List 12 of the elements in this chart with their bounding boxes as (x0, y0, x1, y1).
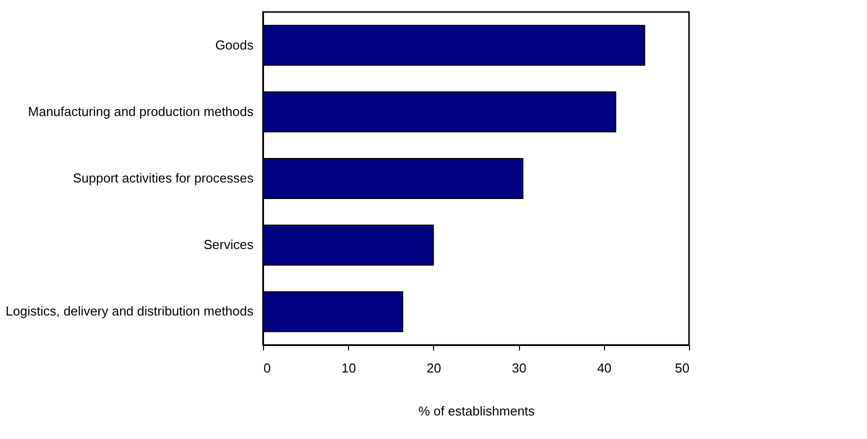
x-tick-label: 40 (597, 360, 612, 376)
x-tick-label: 10 (341, 360, 356, 376)
y-tick-label: Services (204, 237, 254, 252)
y-tick-label: Support activities for processes (72, 170, 254, 186)
x-tick-label: 50 (675, 360, 690, 376)
y-tick-label: Logistics, delivery and distribution methods (6, 304, 254, 319)
y-tick-label: Goods (215, 37, 254, 52)
x-tick-label: 0 (264, 360, 271, 376)
x-tick-label: 30 (512, 360, 526, 376)
y-tick-label: Manufacturing and production methods (28, 104, 254, 119)
x-axis-title: % of establishments (418, 404, 536, 418)
x-tick-label: 20 (426, 360, 442, 376)
